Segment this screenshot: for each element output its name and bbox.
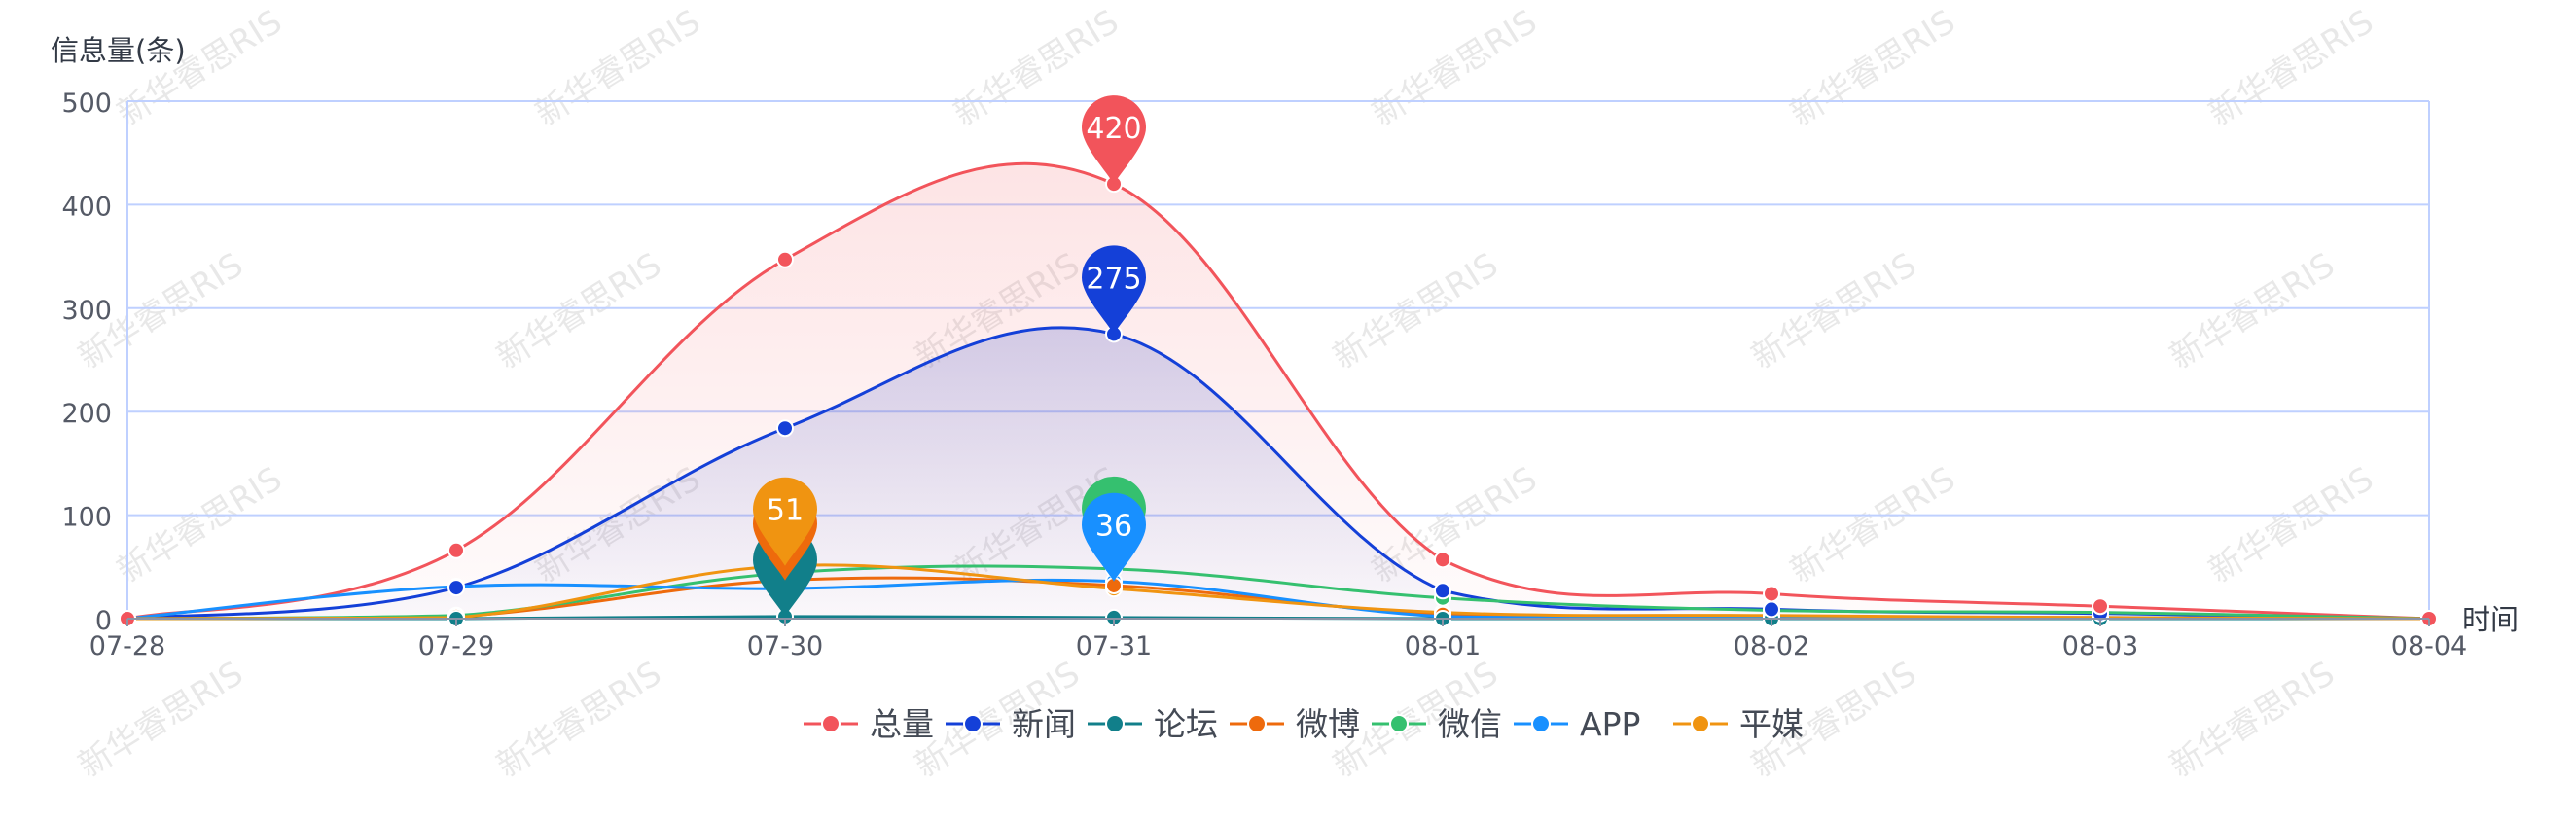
x-axis-title: 时间 xyxy=(2462,603,2519,636)
pin-label: 420 xyxy=(1086,112,1141,146)
x-tick-label: 08-03 xyxy=(2062,631,2138,661)
peak-pins: 420 275 36 51 xyxy=(753,95,1146,617)
watermark-text: 新华睿思RIS xyxy=(490,245,668,376)
y-tick-label: 0 xyxy=(95,606,112,636)
legend[interactable]: 总量 新闻 论坛 微博 微信 APP 平媒 xyxy=(804,705,1804,743)
legend-marker-icon xyxy=(821,714,841,733)
watermark-text: 新华睿思RIS xyxy=(2202,459,2380,590)
legend-item-论坛[interactable]: 论坛 xyxy=(1088,705,1218,743)
y-tick-label: 400 xyxy=(61,192,112,222)
legend-label: 平媒 xyxy=(1739,705,1804,743)
y-tick-label: 300 xyxy=(61,296,112,326)
legend-item-微博[interactable]: 微博 xyxy=(1230,705,1360,743)
peak-pin-平媒: 51 xyxy=(753,477,817,566)
legend-label: 总量 xyxy=(870,705,934,743)
y-axis-title: 信息量(条) xyxy=(51,34,186,67)
legend-label: 微信 xyxy=(1438,705,1502,743)
legend-marker-icon xyxy=(1389,714,1409,733)
peak-pin-APP: 36 xyxy=(1082,492,1146,582)
legend-item-新闻[interactable]: 新闻 xyxy=(946,705,1076,743)
legend-item-微信[interactable]: 微信 xyxy=(1372,705,1502,743)
legend-label: 论坛 xyxy=(1154,705,1218,743)
watermark-text: 新华睿思RIS xyxy=(1784,459,1962,590)
data-point xyxy=(1763,600,1780,619)
series-areas xyxy=(127,163,2429,619)
watermark-text: 新华睿思RIS xyxy=(2202,2,2380,133)
y-tick-label: 100 xyxy=(61,503,112,533)
watermark-text: 新华睿思RIS xyxy=(72,654,250,785)
data-point xyxy=(1763,585,1780,603)
x-tick-label: 08-01 xyxy=(1405,631,1481,661)
legend-item-APP[interactable]: APP xyxy=(1514,705,1640,743)
pin-label: 36 xyxy=(1095,510,1132,544)
watermark-text: 新华睿思RIS xyxy=(111,2,289,133)
y-tick-label: 500 xyxy=(61,89,112,119)
data-point xyxy=(1434,551,1451,569)
watermark-text: 新华睿思RIS xyxy=(111,459,289,590)
data-point xyxy=(2092,597,2109,616)
x-tick-label: 08-04 xyxy=(2391,631,2467,661)
legend-marker-icon xyxy=(1691,714,1710,733)
watermark-text: 新华睿思RIS xyxy=(2164,245,2342,376)
x-tick-label: 07-31 xyxy=(1076,631,1152,661)
series-line-总量 xyxy=(126,161,2430,621)
x-tick-label: 07-28 xyxy=(89,631,165,661)
pin-shape xyxy=(1082,95,1146,185)
watermark-text: 新华睿思RIS xyxy=(529,2,707,133)
data-point xyxy=(776,250,794,268)
x-tick-label: 07-30 xyxy=(747,631,823,661)
pin-label: 51 xyxy=(767,494,804,528)
data-point xyxy=(447,541,465,559)
axes: 0 100 200 300 400 500 07-28 07-29 07-30 07-31 08-0… xyxy=(51,34,2519,661)
legend-marker-icon xyxy=(1247,714,1267,733)
peak-pin-总量: 420 xyxy=(1082,95,1146,185)
series-line-平媒 xyxy=(126,563,2430,621)
x-tick-label: 08-02 xyxy=(1734,631,1809,661)
legend-item-平媒[interactable]: 平媒 xyxy=(1673,705,1804,743)
legend-label: 新闻 xyxy=(1012,705,1076,743)
legend-marker-icon xyxy=(1105,714,1125,733)
watermark-text: 新华睿思RIS xyxy=(1327,245,1505,376)
watermark-text: 新华睿思RIS xyxy=(1366,2,1544,133)
pin-label: 275 xyxy=(1086,262,1141,296)
legend-label: APP xyxy=(1580,705,1640,743)
legend-item-总量[interactable]: 总量 xyxy=(804,705,934,743)
data-point xyxy=(776,419,794,438)
watermark-text: 新华睿思RIS xyxy=(1784,2,1962,133)
legend-marker-icon xyxy=(1531,714,1551,733)
legend-marker-icon xyxy=(963,714,983,733)
watermark-text: 新华睿思RIS xyxy=(2164,654,2342,785)
data-point xyxy=(1434,582,1451,600)
y-tick-label: 200 xyxy=(61,399,112,429)
x-tick-label: 07-29 xyxy=(418,631,494,661)
series-area-新闻 xyxy=(127,327,2429,619)
watermark-text: 新华睿思RIS xyxy=(490,654,668,785)
pin-shape xyxy=(1082,245,1146,335)
peak-pin-新闻: 275 xyxy=(1082,245,1146,335)
watermark-text: 新华睿思RIS xyxy=(1745,245,1923,376)
data-point xyxy=(447,579,465,597)
pin-shape xyxy=(753,477,817,566)
pin-shape xyxy=(1082,492,1146,582)
legend-label: 微博 xyxy=(1296,705,1360,743)
